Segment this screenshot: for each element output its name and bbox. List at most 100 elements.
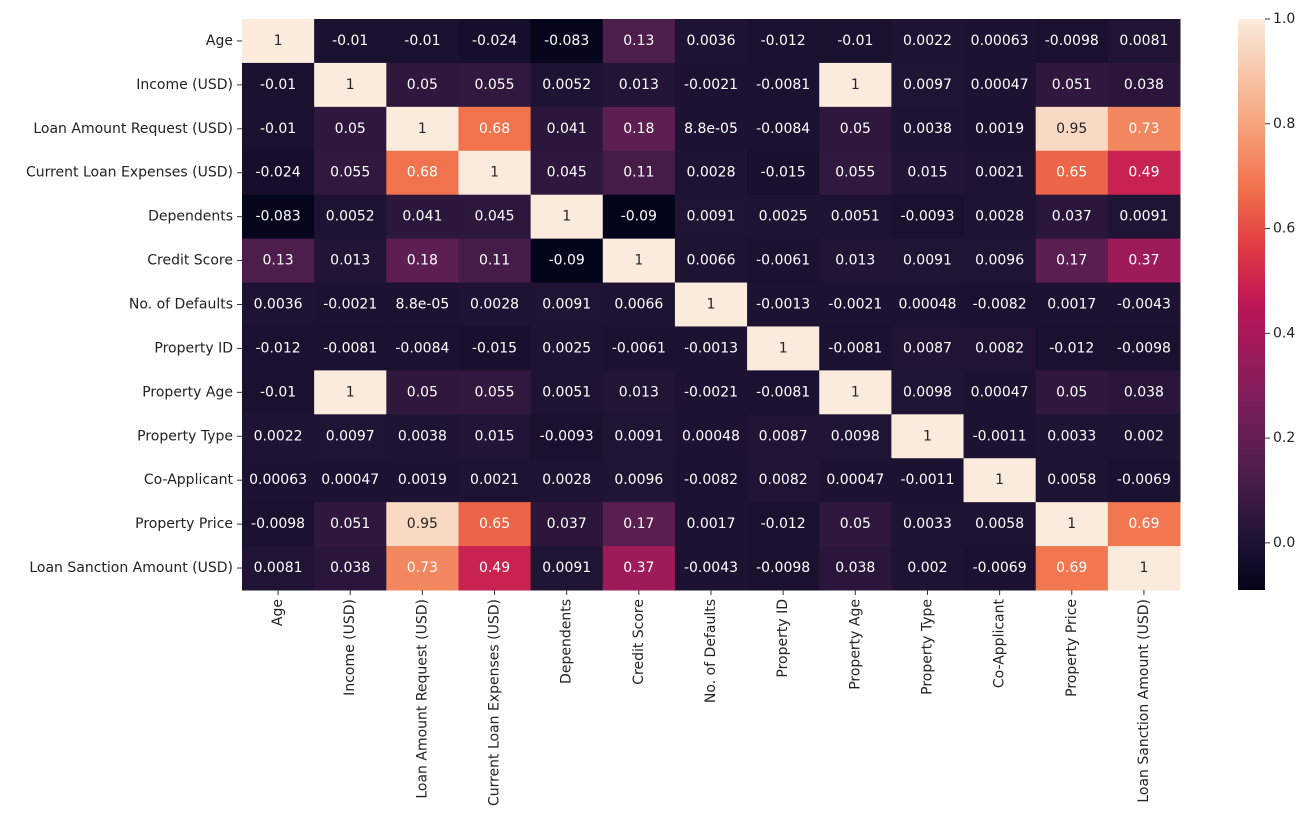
y-tick-label: Dependents <box>148 209 233 225</box>
heatmap-cell <box>1107 370 1181 415</box>
heatmap-cell <box>386 62 459 108</box>
cell-annotation: 0.11 <box>479 253 510 269</box>
x-tick-label: Credit Score <box>631 599 647 685</box>
cell-annotation: -0.0081 <box>756 384 810 400</box>
x-tick-label: Property Age <box>847 599 863 690</box>
cell-annotation: 0.73 <box>1128 121 1159 137</box>
cell-annotation: 0.0058 <box>975 516 1024 532</box>
heatmap-cell <box>747 62 820 108</box>
cell-annotation: 0.00047 <box>971 77 1029 93</box>
x-tick-label: Income (USD) <box>342 599 358 696</box>
heatmap-cell <box>314 326 387 371</box>
heatmap-cell <box>747 19 820 64</box>
heatmap-cell <box>530 546 604 591</box>
cell-annotation: -0.083 <box>544 33 589 49</box>
heatmap-cell <box>314 150 387 196</box>
y-tick-label: Age <box>206 33 233 49</box>
heatmap-cell <box>1035 62 1109 108</box>
cell-annotation: 0.17 <box>1056 253 1087 269</box>
cell-annotation: 0.69 <box>1056 560 1087 576</box>
cell-annotation: 0.0033 <box>903 516 952 532</box>
heatmap-cell <box>530 106 604 152</box>
heatmap-cell <box>819 106 892 152</box>
heatmap-cell <box>458 150 532 196</box>
cell-annotation: 0.0081 <box>254 560 303 576</box>
cell-annotation: -0.0082 <box>973 297 1027 313</box>
x-tick-label: Co-Applicant <box>992 599 1008 689</box>
heatmap-cell <box>1035 238 1109 284</box>
colorbar-tick-label: 0.0 <box>1273 535 1295 551</box>
heatmap-cell <box>602 546 676 591</box>
heatmap-cell <box>458 62 532 108</box>
heatmap-cell <box>891 62 965 108</box>
y-tick-label: Property Type <box>137 428 233 444</box>
heatmap-cell <box>1107 414 1181 459</box>
cell-annotation: 0.038 <box>1124 77 1164 93</box>
heatmap-cell <box>963 238 1037 284</box>
cell-annotation: -0.0093 <box>900 209 954 225</box>
heatmap-cell <box>819 458 892 503</box>
heatmap-cell <box>963 326 1037 371</box>
cell-annotation: 0.0091 <box>1119 209 1168 225</box>
heatmap-cell <box>1107 62 1181 108</box>
heatmap-cell <box>674 238 748 284</box>
cell-annotation: 0.05 <box>407 384 438 400</box>
heatmap-cell <box>747 370 820 415</box>
heatmap-cell <box>747 282 820 327</box>
heatmap-cell <box>530 414 604 459</box>
heatmap-cell <box>891 150 965 196</box>
cell-annotation: -0.01 <box>260 77 296 93</box>
heatmap-cell <box>386 238 459 284</box>
cell-annotation: -0.012 <box>1049 340 1094 356</box>
heatmap-cell <box>819 546 892 591</box>
heatmap-cell <box>747 238 820 284</box>
cell-annotation: -0.09 <box>621 209 657 225</box>
cell-annotation: 0.0051 <box>542 384 591 400</box>
cell-annotation: -0.012 <box>761 516 806 532</box>
heatmap-cell <box>242 282 315 327</box>
cell-annotation: 0.0082 <box>759 472 808 488</box>
heatmap-cell <box>602 106 676 152</box>
heatmap-cell <box>674 106 748 152</box>
heatmap-cell <box>242 62 315 108</box>
cell-annotation: 0.055 <box>835 165 875 181</box>
heatmap-cell <box>891 502 965 547</box>
cell-annotation: -0.0043 <box>684 560 738 576</box>
heatmap-cell <box>963 150 1037 196</box>
cell-annotation: 0.0087 <box>903 340 952 356</box>
cell-annotation: 0.055 <box>330 165 370 181</box>
heatmap-cell <box>458 282 532 327</box>
cell-annotation: 0.0019 <box>975 121 1024 137</box>
cell-annotation: 0.0052 <box>326 209 375 225</box>
heatmap-cell <box>963 502 1037 547</box>
cell-annotation: 0.73 <box>407 560 438 576</box>
cell-annotation: 0.015 <box>474 428 514 444</box>
heatmap-cell <box>314 546 387 591</box>
y-tick-label: Credit Score <box>147 253 233 269</box>
heatmap-cell <box>314 62 387 108</box>
cell-annotation: 0.13 <box>623 33 654 49</box>
heatmap-cell <box>1107 502 1181 547</box>
heatmap-cell <box>1035 502 1109 547</box>
cell-annotation: 0.0022 <box>903 33 952 49</box>
cell-annotation: 0.00048 <box>899 297 957 313</box>
heatmap-cell <box>530 19 604 64</box>
heatmap-cell <box>530 238 604 284</box>
heatmap-cell <box>458 370 532 415</box>
cell-annotation: -0.0082 <box>684 472 738 488</box>
heatmap-cell <box>530 150 604 196</box>
cell-annotation: 0.65 <box>479 516 510 532</box>
cell-annotation: 1 <box>851 77 860 93</box>
y-tick-label: Income (USD) <box>136 77 233 93</box>
heatmap-cell <box>602 414 676 459</box>
cell-annotation: -0.01 <box>260 384 296 400</box>
cell-annotation: 0.65 <box>1056 165 1087 181</box>
heatmap-cell <box>674 282 748 327</box>
heatmap-cell <box>530 502 604 547</box>
cell-annotation: 0.0087 <box>759 428 808 444</box>
heatmap-cell <box>530 326 604 371</box>
cell-annotation: 0.0098 <box>903 384 952 400</box>
heatmap-cell <box>747 502 820 547</box>
cell-annotation: 1 <box>346 384 355 400</box>
heatmap-cell <box>819 414 892 459</box>
